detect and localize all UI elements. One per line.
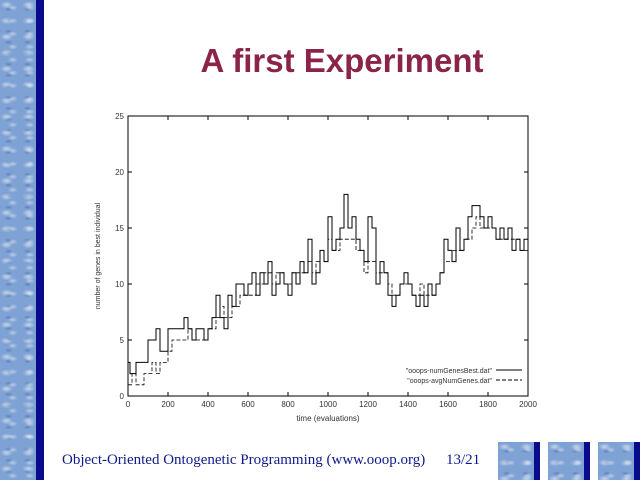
water-tile-3 [598,442,634,480]
series-group [128,193,529,386]
y-tick-label: 25 [115,112,124,121]
y-tick-label: 20 [115,168,124,177]
x-tick-label: 1000 [319,400,337,409]
water-tile-2 [548,442,584,480]
legend-entry-label: "ooops-numGenesBest.dat" [406,368,493,375]
y-tick-label: 15 [115,224,124,233]
x-tick-label: 1600 [439,400,457,409]
legend-entry-label: "ooops-avgNumGenes.dat" [407,378,492,385]
x-tick-label: 1200 [359,400,377,409]
gene-count-chart: 0 5 10 15 20 25 0 200 400 600 800 1000 1200 1400 1600… [95,112,537,423]
x-tick-label: 600 [241,400,255,409]
y-tick-label: 5 [120,336,125,345]
tile-bar-2 [584,442,590,480]
x-tick-label: 1800 [479,400,497,409]
x-tick-label: 400 [201,400,215,409]
footer-page-number: 13/21 [446,452,481,468]
series-line-2 [128,216,528,386]
legend: "ooops-numGenesBest.dat" "ooops-avgNumGen… [406,368,522,385]
y-tick-label: 10 [115,280,124,289]
x-tick-label: 800 [281,400,295,409]
tile-bar-3 [634,442,640,480]
y-tick-label: 0 [120,392,125,401]
tile-bar-1 [534,442,540,480]
water-tile-1 [498,442,534,480]
footer-course-title: Object-Oriented Ontogenetic Programming … [62,452,426,468]
x-axis-label: time (evaluations) [296,414,359,423]
navy-accent-bar [36,0,44,480]
x-axis: 0 200 400 600 800 1000 1200 1400 1600 1800 2000 [126,116,537,409]
y-axis: 0 5 10 15 20 25 [115,112,528,401]
x-tick-label: 1400 [399,400,417,409]
x-tick-label: 2000 [519,400,537,409]
slide-title: A first Experiment [200,42,484,79]
water-texture-strip [0,0,36,480]
x-tick-label: 0 [126,400,131,409]
y-axis-label: number of genes in best individual [95,202,102,309]
x-tick-label: 200 [161,400,175,409]
